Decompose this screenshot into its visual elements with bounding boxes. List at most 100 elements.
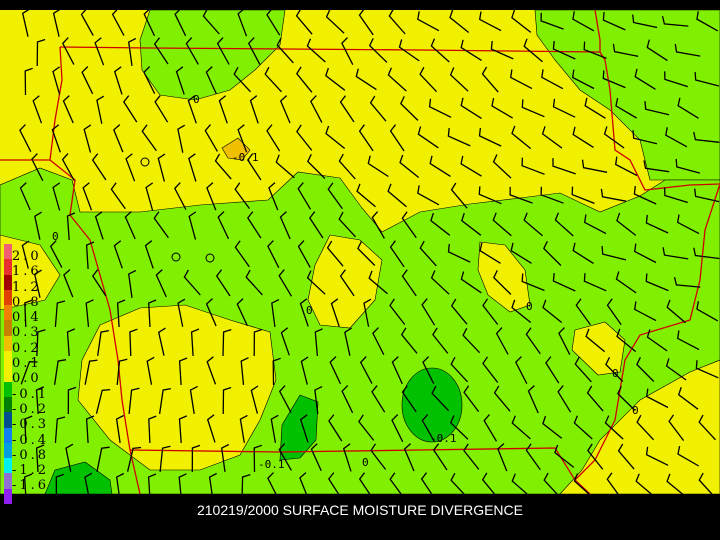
wind-barb	[668, 414, 685, 441]
wind-barb	[234, 182, 251, 209]
wind-barb	[296, 124, 313, 151]
wind-barb	[54, 416, 66, 444]
wind-barb	[540, 186, 564, 204]
wind-barb	[632, 130, 658, 145]
wind-barb	[602, 12, 626, 31]
wind-barb	[116, 299, 126, 328]
wind-barb	[84, 359, 98, 385]
wind-barb	[587, 443, 604, 470]
wind-barb	[279, 211, 291, 240]
wind-barb	[81, 66, 94, 95]
wind-barb	[552, 98, 576, 118]
legend-label: 0.8	[12, 294, 42, 310]
wind-barb	[153, 211, 169, 239]
wind-barb	[206, 182, 217, 211]
wind-barb	[278, 269, 293, 297]
wind-barb	[461, 212, 482, 236]
wind-barb	[266, 8, 281, 36]
wind-barb	[497, 443, 508, 472]
wind-barb	[338, 153, 356, 180]
wind-barb	[300, 356, 309, 385]
wind-barb	[218, 95, 228, 124]
yellow-area-east-small	[477, 241, 531, 313]
wind-barb	[275, 154, 295, 179]
wind-barb	[460, 39, 482, 61]
wind-barb	[356, 183, 376, 208]
wind-barb	[482, 298, 499, 325]
wind-barb	[400, 96, 419, 121]
wind-barb	[492, 212, 512, 237]
wind-barb	[157, 327, 166, 356]
legend-swatch	[4, 488, 12, 505]
wind-barb	[32, 95, 43, 124]
wind-barb	[245, 269, 263, 296]
yellow-area-southeast	[559, 359, 720, 494]
wind-barb	[116, 358, 128, 385]
wind-barb	[177, 298, 186, 327]
wind-barb	[310, 95, 323, 123]
wind-barb	[153, 37, 169, 65]
wind-barb	[297, 240, 311, 268]
contour-label: 0	[526, 300, 533, 313]
wind-barb	[369, 95, 387, 122]
wind-barb	[80, 8, 94, 36]
wind-barb	[159, 445, 171, 472]
wind-barb	[482, 356, 499, 383]
wind-barb	[603, 126, 625, 149]
wind-barb	[52, 182, 61, 211]
wind-barb	[23, 473, 33, 494]
wind-barb	[83, 124, 92, 153]
wind-barb	[419, 240, 437, 267]
wind-barb	[615, 271, 637, 294]
wind-barb	[250, 385, 259, 414]
wind-barb	[126, 446, 142, 472]
wind-barb	[358, 124, 374, 152]
legend-swatch	[4, 274, 12, 290]
wind-barb	[279, 95, 291, 124]
wind-barb	[449, 9, 470, 34]
wind-barb	[280, 327, 290, 356]
wind-barb	[646, 329, 668, 352]
wind-barb	[478, 186, 502, 205]
wind-barb	[314, 386, 323, 414]
wind-barb	[190, 328, 200, 357]
wind-barb	[615, 97, 638, 119]
wind-barb	[581, 159, 608, 173]
wind-barbs	[19, 8, 720, 494]
wind-barb	[268, 182, 279, 211]
wind-barb	[204, 124, 218, 152]
legend-labels: 2.0 1.6 1.2 0.8 0.4 0.3 0.2 0.1 0.0 -0.1 -0.2 -0.3-…	[12, 249, 49, 494]
wind-barb	[188, 153, 197, 182]
wind-barb	[215, 269, 231, 297]
wind-barb	[674, 43, 701, 57]
wind-barb	[574, 356, 592, 383]
yellow-area-east-2	[571, 321, 626, 376]
state-line	[574, 183, 720, 481]
wind-barb	[462, 327, 481, 354]
wind-barb	[19, 124, 32, 152]
wind-barb	[141, 124, 157, 152]
wind-barb	[372, 327, 385, 355]
wind-barb	[481, 472, 496, 494]
wind-barb	[645, 388, 669, 409]
legend-label: 0.4	[12, 310, 42, 326]
wind-barb	[449, 415, 469, 440]
wind-barb	[693, 131, 720, 143]
legend-swatch	[4, 381, 12, 397]
wind-barb	[267, 240, 280, 268]
legend-label: 0.3	[12, 325, 42, 341]
wind-barb	[571, 69, 595, 90]
wind-barb	[111, 8, 125, 36]
state-line	[49, 46, 141, 494]
wind-barb	[185, 37, 199, 65]
wind-barb	[509, 69, 533, 90]
wind-barb	[155, 269, 167, 298]
wind-barb	[636, 414, 655, 441]
legend-label: -0.1	[12, 386, 50, 402]
wind-barb	[601, 246, 627, 261]
map-title: 210219/2000 SURFACE MOISTURE DIVERGENCE	[196, 502, 523, 518]
wind-barb	[417, 126, 439, 149]
wind-barb	[341, 37, 354, 65]
wind-barb	[696, 301, 719, 322]
wind-barb	[237, 124, 248, 153]
